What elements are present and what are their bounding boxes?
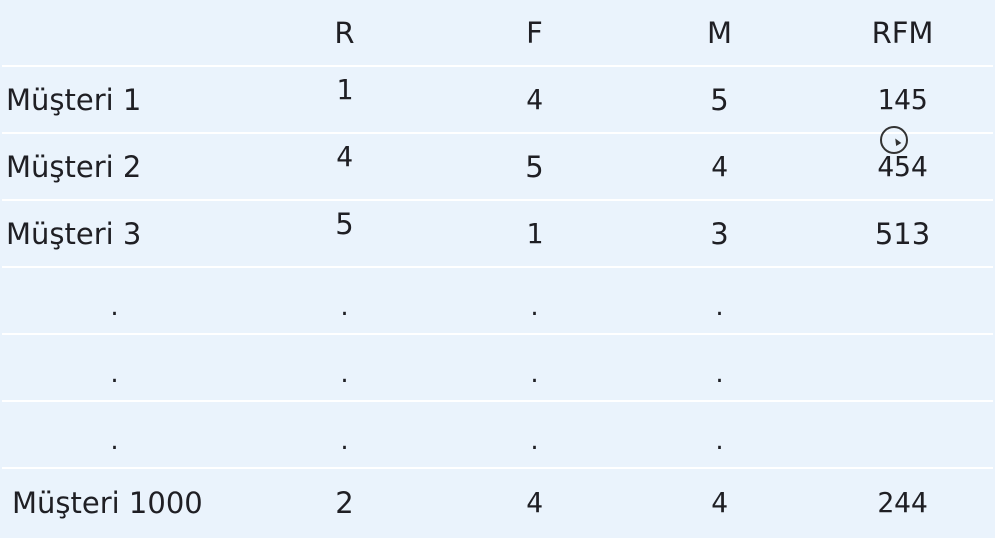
ellipsis-m: . — [715, 291, 724, 322]
r-value: 1 — [336, 73, 353, 106]
customer-label: Müşteri 3 — [6, 216, 142, 251]
mouse-cursor-icon — [880, 126, 910, 156]
rfm-value: 513 — [874, 216, 931, 251]
table-row: . . . . — [2, 402, 993, 469]
ellipsis-r: . — [340, 291, 349, 322]
f-value: 4 — [526, 486, 543, 519]
ellipsis-label: . — [110, 291, 119, 322]
r-value: 2 — [335, 485, 354, 520]
customer-label: Müşteri 1 — [6, 82, 142, 117]
m-value: 5 — [710, 82, 729, 117]
f-value: 5 — [525, 149, 544, 184]
ellipsis-f: . — [530, 358, 539, 389]
m-value: 4 — [711, 150, 728, 183]
table-header-row: R F M RFM — [2, 0, 993, 67]
table-row: Müşteri 2 4 5 4 454 — [2, 134, 993, 201]
f-value: 1 — [526, 217, 543, 250]
table-row: Müşteri 1000 2 4 4 244 — [2, 469, 993, 536]
ellipsis-label: . — [110, 358, 119, 389]
table-row: . . . . — [2, 335, 993, 402]
cursor-ring — [880, 126, 908, 154]
table-row: Müşteri 1 1 4 5 145 — [2, 67, 993, 134]
rfm-value: 244 — [877, 486, 928, 519]
m-value: 4 — [711, 486, 728, 519]
r-value: 5 — [335, 206, 354, 241]
table-row: Müşteri 3 5 1 3 513 — [2, 201, 993, 268]
header-r: R — [334, 15, 355, 50]
ellipsis-r: . — [340, 425, 349, 456]
ellipsis-f: . — [530, 291, 539, 322]
rfm-value: 145 — [877, 83, 928, 116]
f-value: 4 — [526, 83, 543, 116]
ellipsis-m: . — [715, 425, 724, 456]
r-value: 4 — [336, 140, 353, 173]
ellipsis-f: . — [530, 425, 539, 456]
header-f: F — [526, 15, 543, 50]
m-value: 3 — [710, 216, 729, 251]
rfm-value: 454 — [877, 150, 928, 183]
table-row: . . . . — [2, 268, 993, 335]
customer-label: Müşteri 1000 — [12, 485, 203, 520]
customer-label: Müşteri 2 — [6, 149, 142, 184]
header-m: M — [706, 15, 733, 50]
ellipsis-label: . — [110, 425, 119, 456]
ellipsis-r: . — [340, 358, 349, 389]
ellipsis-m: . — [715, 358, 724, 389]
header-rfm: RFM — [871, 15, 934, 50]
